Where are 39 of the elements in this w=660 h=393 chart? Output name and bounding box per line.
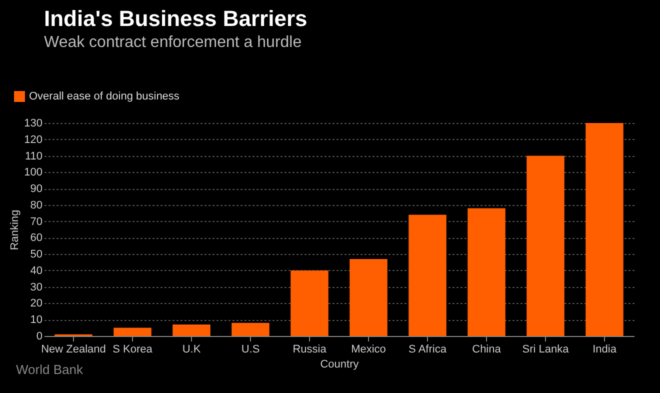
- x-tick-label: S Korea: [112, 344, 154, 356]
- x-tick-label: U.S: [241, 344, 260, 356]
- chart-title: India's Business Barriers: [44, 6, 308, 31]
- bar: [586, 123, 624, 336]
- x-tick-label: New Zealand: [41, 344, 106, 356]
- y-tick-label: 0: [36, 330, 42, 342]
- text: World Bank: [16, 362, 83, 377]
- x-tick-label: India: [592, 344, 618, 356]
- y-tick-label: 80: [30, 199, 42, 212]
- y-tick-label: 60: [30, 232, 42, 244]
- x-tick-label: S Africa: [408, 344, 448, 356]
- y-tick-label: 110: [24, 150, 42, 162]
- bar: [290, 270, 328, 336]
- x-axis-title: Country: [320, 358, 360, 370]
- y-tick-label: 10: [30, 314, 42, 326]
- bar: [232, 322, 270, 336]
- y-tick-label: 130: [24, 118, 42, 130]
- y-tick-label: 40: [30, 264, 42, 277]
- x-tick-label: Russia: [292, 344, 328, 356]
- x-tick-label: Mexico: [351, 344, 386, 356]
- y-tick-label: 20: [30, 298, 42, 310]
- y-tick-label: 100: [24, 166, 42, 179]
- x-tick-label: U.K: [182, 344, 202, 356]
- y-tick-label: 90: [30, 183, 42, 196]
- x-tick-label: China: [472, 344, 502, 356]
- bar: [408, 214, 446, 336]
- y-tick-label: 50: [30, 248, 42, 261]
- bar: [468, 208, 506, 336]
- y-tick-label: 30: [30, 281, 42, 294]
- y-tick-label: 120: [24, 134, 42, 146]
- bar: [526, 156, 564, 336]
- chart-subtitle: Weak contract enforcement a hurdle: [44, 34, 302, 51]
- bar: [114, 328, 152, 336]
- bar: [172, 324, 210, 336]
- bar: [350, 258, 388, 336]
- y-tick-label: 70: [30, 216, 42, 228]
- y-axis-title: Ranking: [9, 210, 22, 250]
- x-tick-label: Sri Lanka: [522, 344, 570, 356]
- legend-label: Overall ease of doing business: [29, 90, 180, 102]
